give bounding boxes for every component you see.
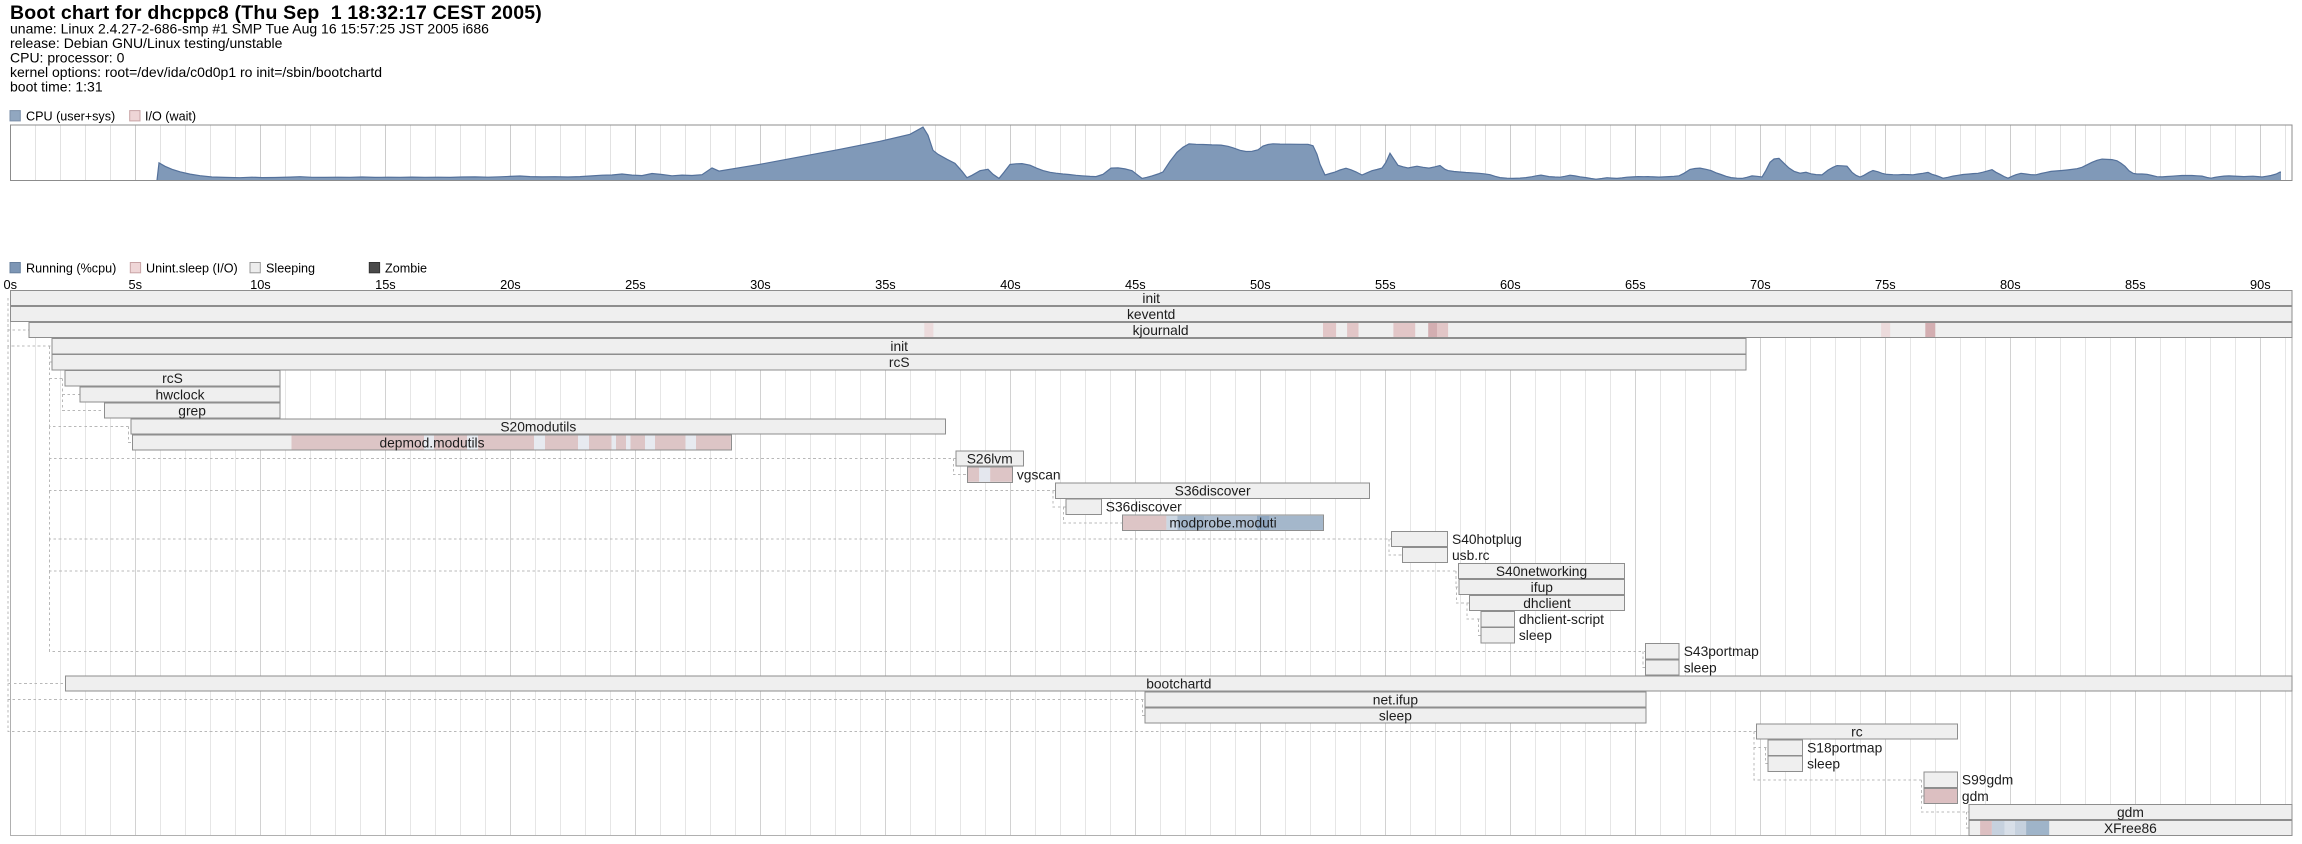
svg-text:75s: 75s — [1875, 277, 1896, 292]
svg-text:S43portmap: S43portmap — [1684, 644, 1759, 659]
svg-text:gdm: gdm — [2117, 805, 2144, 820]
svg-text:S99gdm: S99gdm — [1962, 773, 2013, 788]
svg-text:Zombie: Zombie — [385, 262, 427, 276]
svg-text:S36discover: S36discover — [1175, 484, 1251, 499]
svg-text:dhclient: dhclient — [1523, 596, 1571, 611]
svg-text:S36discover: S36discover — [1106, 500, 1182, 515]
svg-text:S18portmap: S18portmap — [1807, 741, 1882, 756]
svg-text:Running (%cpu): Running (%cpu) — [26, 262, 116, 276]
svg-text:vgscan: vgscan — [1017, 468, 1061, 483]
svg-text:90s: 90s — [2250, 277, 2271, 292]
svg-text:init: init — [1142, 291, 1160, 306]
svg-text:30s: 30s — [750, 277, 771, 292]
svg-text:gdm: gdm — [1962, 789, 1989, 804]
svg-text:grep: grep — [178, 403, 206, 418]
svg-text:kernel options: root=/dev/ida/: kernel options: root=/dev/ida/c0d0p1 ro … — [10, 64, 382, 80]
svg-text:sleep: sleep — [1807, 757, 1840, 772]
svg-text:rcS: rcS — [889, 355, 910, 370]
svg-text:bootchartd: bootchartd — [1146, 676, 1211, 691]
svg-text:I/O (wait): I/O (wait) — [145, 110, 196, 124]
svg-text:kjournald: kjournald — [1133, 323, 1189, 338]
svg-text:S40hotplug: S40hotplug — [1452, 532, 1522, 547]
svg-text:dhclient-script: dhclient-script — [1519, 612, 1604, 627]
svg-text:15s: 15s — [375, 277, 396, 292]
svg-text:modprobe.moduti: modprobe.moduti — [1169, 516, 1276, 531]
svg-text:85s: 85s — [2125, 277, 2146, 292]
svg-text:5s: 5s — [129, 277, 143, 292]
svg-text:50s: 50s — [1250, 277, 1271, 292]
svg-text:rcS: rcS — [162, 371, 183, 386]
svg-text:40s: 40s — [1000, 277, 1021, 292]
svg-text:sleep: sleep — [1684, 660, 1717, 675]
svg-text:Sleeping: Sleeping — [266, 262, 315, 276]
svg-text:60s: 60s — [1500, 277, 1521, 292]
svg-text:S26lvm: S26lvm — [967, 452, 1013, 467]
svg-text:0s: 0s — [4, 277, 18, 292]
svg-text:ifup: ifup — [1531, 580, 1554, 595]
svg-text:CPU (user+sys): CPU (user+sys) — [26, 110, 115, 124]
svg-text:XFree86: XFree86 — [2104, 821, 2157, 836]
svg-text:init: init — [890, 339, 908, 354]
svg-text:usb.rc: usb.rc — [1452, 548, 1490, 563]
svg-text:80s: 80s — [2000, 277, 2021, 292]
svg-text:rc: rc — [1851, 725, 1863, 740]
svg-text:35s: 35s — [875, 277, 896, 292]
svg-text:20s: 20s — [500, 277, 521, 292]
svg-text:CPU: processor: 0: CPU: processor: 0 — [10, 50, 125, 66]
svg-text:hwclock: hwclock — [155, 387, 204, 402]
svg-text:sleep: sleep — [1379, 709, 1412, 724]
svg-text:boot time: 1:31: boot time: 1:31 — [10, 79, 103, 95]
svg-text:sleep: sleep — [1519, 628, 1552, 643]
svg-text:S20modutils: S20modutils — [500, 419, 576, 434]
svg-text:net.ifup: net.ifup — [1373, 692, 1419, 707]
svg-text:depmod.modutils: depmod.modutils — [379, 435, 484, 450]
svg-text:uname: Linux 2.4.27-2-686-smp: uname: Linux 2.4.27-2-686-smp #1 SMP Tue… — [10, 20, 489, 36]
svg-text:65s: 65s — [1625, 277, 1646, 292]
svg-text:55s: 55s — [1375, 277, 1396, 292]
svg-text:release: Debian GNU/Linux test: release: Debian GNU/Linux testing/unstab… — [10, 35, 283, 51]
svg-text:45s: 45s — [1125, 277, 1146, 292]
svg-text:Boot chart for dhcppc8 (Thu Se: Boot chart for dhcppc8 (Thu Sep 1 18:32:… — [10, 2, 542, 24]
svg-text:25s: 25s — [625, 277, 646, 292]
svg-text:70s: 70s — [1750, 277, 1771, 292]
svg-text:Unint.sleep (I/O): Unint.sleep (I/O) — [146, 262, 238, 276]
svg-text:10s: 10s — [250, 277, 271, 292]
svg-text:keventd: keventd — [1127, 307, 1175, 322]
svg-text:S40networking: S40networking — [1496, 564, 1587, 579]
